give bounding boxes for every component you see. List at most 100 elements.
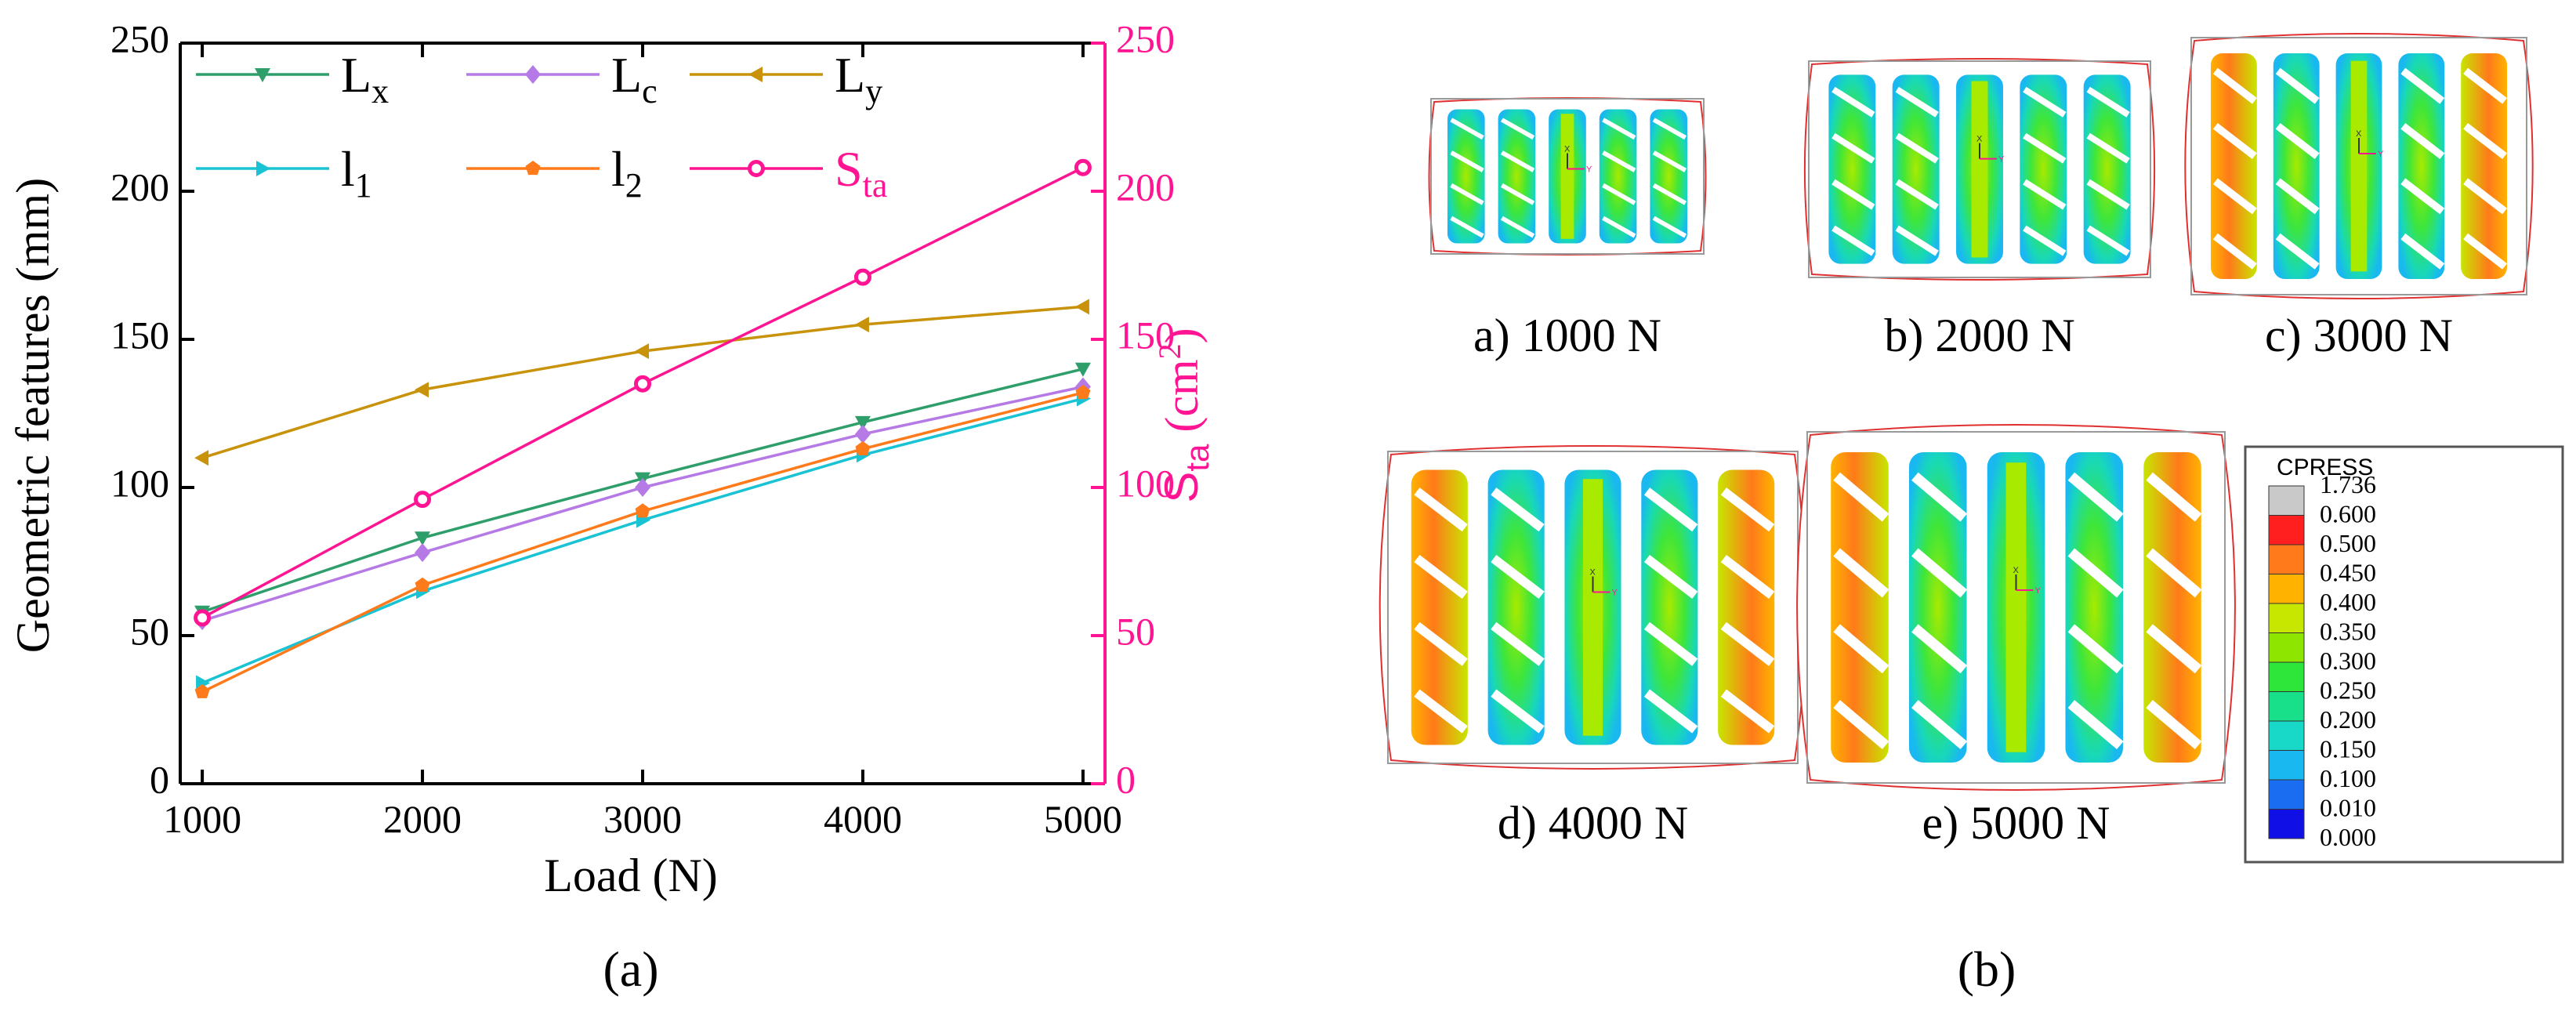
panel-label-a: (a) — [603, 941, 658, 997]
tread-groove — [2146, 472, 2202, 522]
tread-groove — [1602, 183, 1636, 205]
tread-groove — [2146, 624, 2202, 674]
tread-groove — [1895, 132, 1939, 164]
tread-groove — [2212, 178, 2257, 215]
colorbar-swatch — [2268, 603, 2305, 633]
footprint-label: a) 1000 N — [1473, 310, 1661, 361]
tread-groove — [2023, 225, 2067, 256]
tread-groove — [1831, 86, 1875, 118]
tread-groove — [1831, 225, 1875, 256]
legend-label-Lc: Lc — [611, 47, 658, 111]
tread-groove — [1491, 621, 1545, 666]
colorbar-value: 0.150 — [2320, 735, 2376, 763]
data-point-l2 — [194, 683, 210, 698]
legend: Lx Lc Ly l1 l2 Sta — [196, 47, 887, 205]
colorbar-value: 0.350 — [2320, 618, 2376, 646]
y-tick-label: 150 — [111, 313, 169, 357]
tread-rib — [2020, 74, 2067, 264]
tread-rib — [2065, 452, 2123, 763]
data-point-Sta — [194, 609, 212, 627]
colorbar-swatch — [2268, 515, 2305, 545]
tread-groove — [1652, 150, 1687, 172]
colorbar-value: 0.400 — [2320, 588, 2376, 616]
tread-groove — [1720, 487, 1775, 532]
tread-rib — [1487, 469, 1545, 745]
x-tick-label: 1000 — [163, 797, 241, 841]
series-group — [194, 158, 1092, 698]
panel-label-b: (b) — [1958, 941, 2016, 997]
colorbar-swatch — [2268, 809, 2305, 839]
data-point-Lx — [1074, 362, 1091, 377]
data-point-Ly — [415, 382, 429, 398]
axis-glyph-y-label: Y — [1998, 155, 2005, 165]
x-tick-label: 5000 — [1044, 797, 1122, 841]
x-tick-label: 2000 — [383, 797, 462, 841]
x-axis-label: Load (N) — [544, 850, 718, 901]
tread-groove — [1833, 624, 1889, 674]
tread-groove — [1500, 118, 1535, 140]
tread-groove — [1491, 554, 1545, 600]
tread-groove — [2023, 86, 2067, 118]
tread-groove — [2023, 179, 2067, 210]
tread-groove — [1414, 487, 1468, 532]
footprint-frame — [1806, 431, 2226, 784]
tread-groove — [1414, 689, 1468, 734]
data-point-Sta — [414, 491, 432, 509]
tread-groove — [1911, 548, 1968, 598]
tread-groove — [2463, 122, 2507, 160]
line-chart: 1000 2000 3000 4000 500005010015020025005010… — [7, 16, 1216, 997]
data-point-l2 — [1075, 385, 1091, 400]
axis-glyph-y-label: Y — [1612, 589, 1618, 598]
colorbar-swatch — [2268, 574, 2305, 604]
colorbar-swatch — [2268, 750, 2305, 781]
data-point-Lc — [415, 543, 431, 563]
data-point-Ly — [194, 450, 209, 466]
tread-rib — [2461, 53, 2507, 279]
tread-groove — [1911, 472, 1968, 522]
tread-groove — [1831, 179, 1875, 210]
legend-marker-Sta — [748, 160, 765, 177]
axis-glyph-x-label: X — [2356, 129, 2362, 139]
y-tick-label: 200 — [111, 165, 169, 208]
series-line-Sta — [201, 166, 1084, 619]
legend-marker-Ly — [748, 67, 763, 82]
tread-groove — [1833, 700, 1889, 750]
tread-rib — [1831, 452, 1889, 763]
legend-marker-l2 — [525, 161, 541, 176]
y-tick-label: 50 — [130, 609, 169, 653]
tread-rib — [2398, 53, 2445, 279]
colorbar-swatch — [2268, 661, 2305, 692]
data-point-l2 — [415, 577, 430, 592]
tread-groove — [1911, 700, 1968, 750]
y2-tick-label: 0 — [1116, 757, 1136, 801]
legend-marker-Lx — [255, 68, 270, 82]
tread-groove — [2275, 233, 2320, 270]
y-tick-label: 100 — [111, 461, 169, 505]
axis-glyph-y-label: Y — [2035, 586, 2042, 596]
x-tick-label: 3000 — [603, 797, 682, 841]
tread-groove — [1450, 183, 1484, 205]
tread-rib — [2083, 74, 2131, 264]
tread-groove — [1652, 118, 1687, 140]
tread-groove — [1500, 150, 1535, 172]
footprint-frame — [1430, 98, 1705, 255]
colorbar-value: 0.000 — [2320, 823, 2376, 851]
contact-pressure-panels: X Ya) 1000 N X Yb) 2000 N X Yc) 3000 N X Yd) 40… — [1379, 33, 2534, 849]
tread-groove — [1602, 150, 1636, 172]
y-tick-label: 250 — [111, 16, 169, 60]
tread-groove — [1911, 624, 1968, 674]
tread-groove — [1450, 118, 1484, 140]
tread-groove — [2086, 225, 2130, 256]
series-line-l1 — [201, 397, 1084, 685]
legend-label-Sta: Sta — [835, 141, 887, 205]
footprint-panel: X Yc) 3000 N — [2184, 33, 2534, 361]
tread-groove — [2463, 178, 2507, 215]
colorbar-value: 0.500 — [2320, 529, 2376, 557]
tread-groove — [2400, 67, 2445, 104]
data-point-Sta — [1074, 158, 1092, 176]
tread-rib — [1641, 469, 1698, 745]
data-point-l2 — [855, 440, 871, 455]
y2-tick-label: 100 — [1116, 461, 1175, 505]
tread-rib — [1828, 74, 1876, 264]
footprint-label: e) 5000 N — [1922, 797, 2110, 849]
